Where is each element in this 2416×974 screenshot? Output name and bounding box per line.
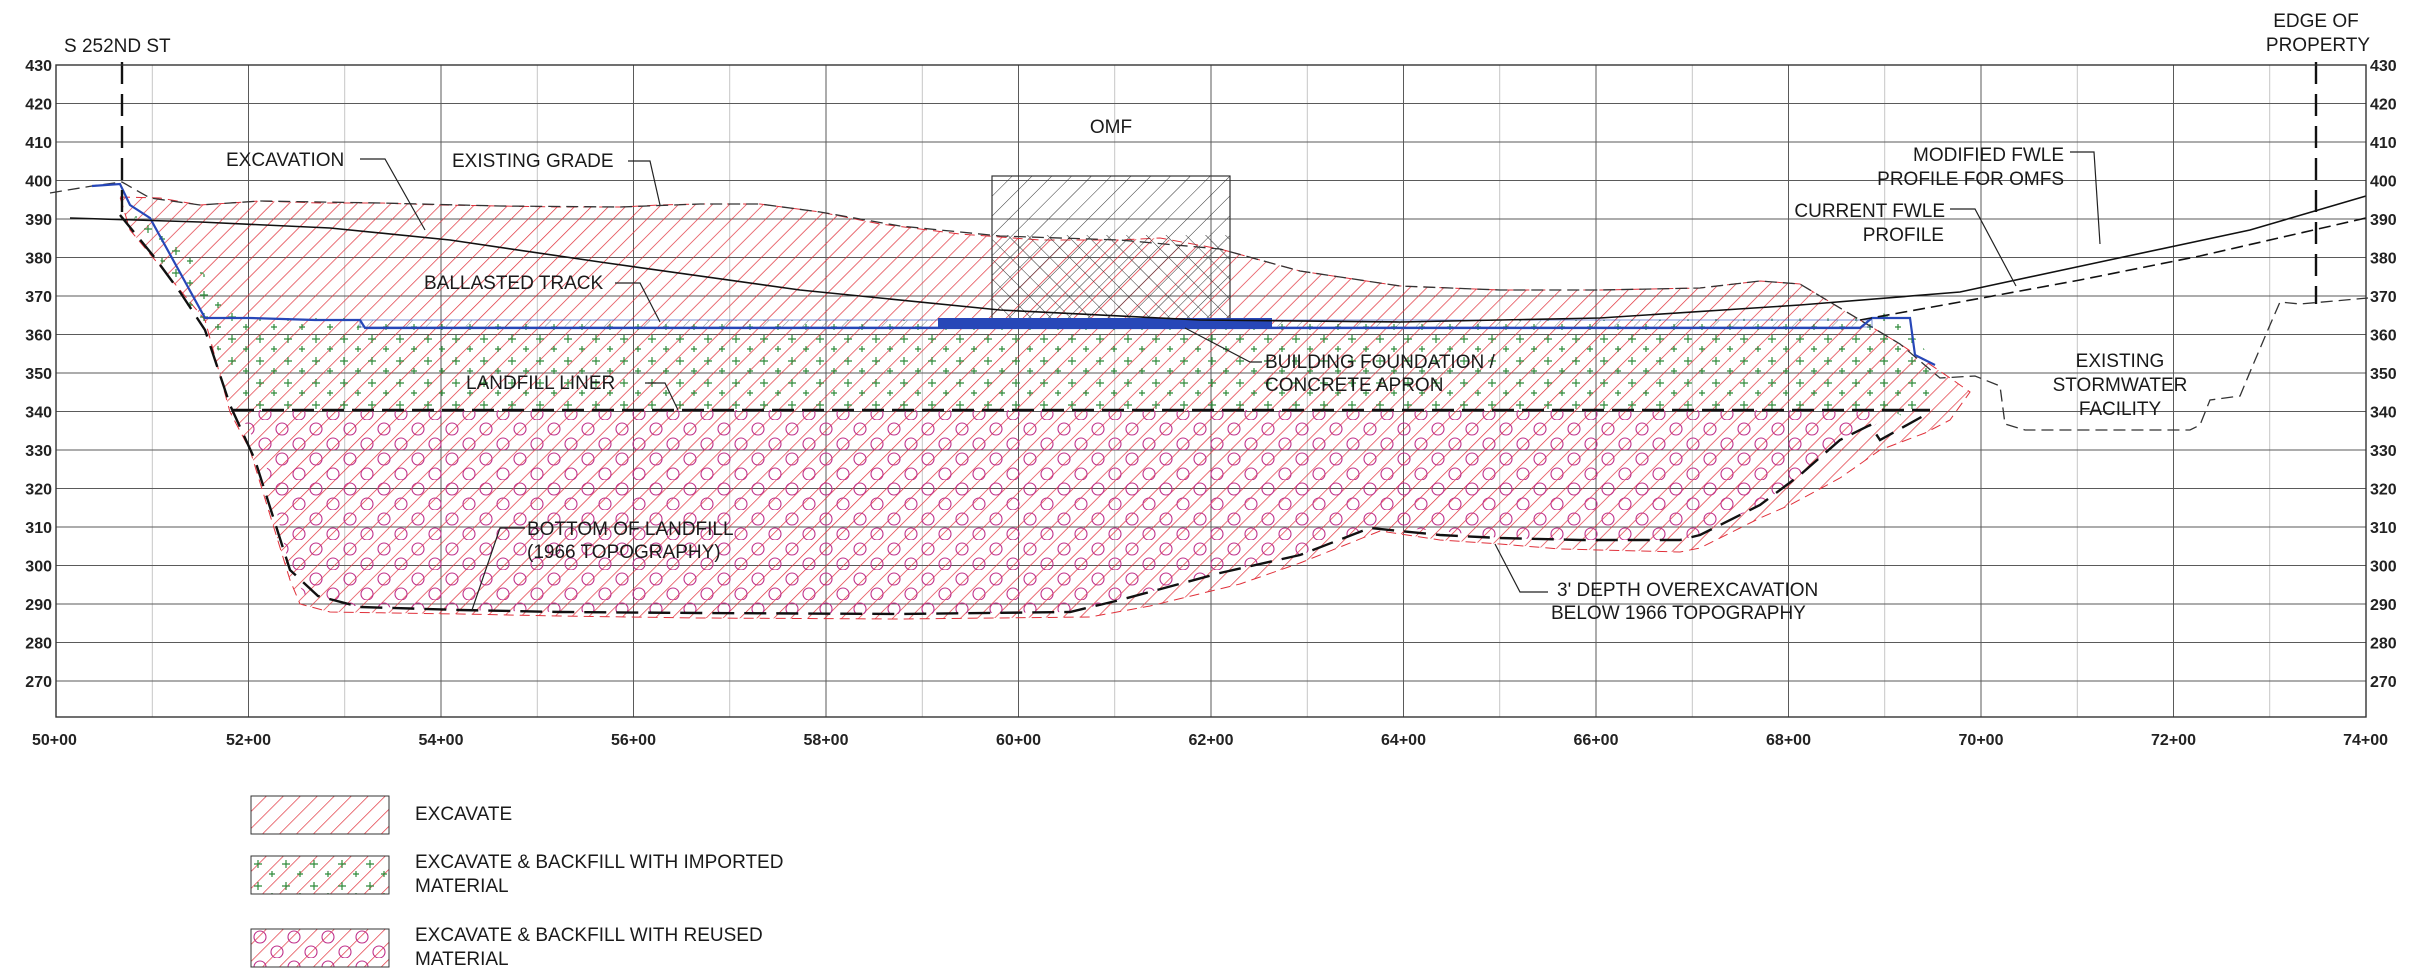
x-tick-label: 54+00 (419, 732, 464, 749)
y-tick-label-left: 360 (25, 328, 52, 345)
y-tick-label-left: 380 (25, 251, 52, 268)
current-fwle-label-1: CURRENT FWLE (1794, 201, 1945, 222)
y-tick-label-right: 300 (2370, 559, 2397, 576)
legend-swatch-imported (250, 855, 390, 895)
y-tick-label-left: 400 (25, 174, 52, 191)
y-tick-label-left: 320 (25, 482, 52, 499)
y-tick-label-left: 410 (25, 135, 52, 152)
x-tick-label: 58+00 (804, 732, 849, 749)
y-tick-label-left: 370 (25, 289, 52, 306)
y-tick-label-right: 380 (2370, 251, 2397, 268)
x-tick-label: 68+00 (1766, 732, 1811, 749)
imported-backfill-zone (132, 208, 1935, 420)
building-foundation-label-1: BUILDING FOUNDATION / (1265, 352, 1495, 373)
edge-of-property-label-1: EDGE OF (2273, 11, 2359, 32)
x-tick-label: 56+00 (611, 732, 656, 749)
y-tick-label-left: 310 (25, 520, 52, 537)
omf-building-cross (992, 235, 1230, 322)
y-tick-label-right: 360 (2370, 328, 2397, 345)
y-tick-label-left: 290 (25, 597, 52, 614)
x-tick-label: 74+00 (2343, 732, 2388, 749)
landfill-liner-label: LANDFILL LINER (466, 373, 615, 394)
x-axis: 50+00 52+00 54+00 56+00 58+00 60+00 62+00 64+00… (32, 732, 2388, 749)
street-label: S 252ND ST (64, 36, 171, 57)
bottom-of-landfill-label-2: (1966 TOPOGRAPHY) (527, 542, 721, 563)
y-tick-label-left: 340 (25, 405, 52, 422)
y-tick-label-right: 270 (2370, 674, 2397, 691)
y-tick-label-left: 350 (25, 366, 52, 383)
y-tick-label-left: 390 (25, 212, 52, 229)
y-tick-label-right: 370 (2370, 289, 2397, 306)
x-tick-label: 64+00 (1381, 732, 1426, 749)
existing-grade-line (49, 181, 2369, 431)
legend-swatch-reused (250, 928, 390, 968)
ballasted-track-line (91, 182, 1936, 366)
y-tick-label-right: 410 (2370, 135, 2397, 152)
stormwater-label-3: FACILITY (2079, 399, 2162, 420)
overexcavation-label-1: 3' DEPTH OVEREXCAVATION (1557, 580, 1818, 601)
y-tick-label-right: 350 (2370, 366, 2397, 383)
y-tick-label-right: 320 (2370, 482, 2397, 499)
building-foundation (938, 318, 1272, 328)
building-foundation-label-2: CONCRETE APRON (1265, 375, 1443, 396)
y-tick-label-right: 310 (2370, 520, 2397, 537)
stormwater-label-1: EXISTING (2076, 351, 2165, 372)
modified-fwle-profile-line (1859, 217, 2367, 321)
current-fwle-label-2: PROFILE (1863, 225, 1944, 246)
x-tick-label: 66+00 (1574, 732, 1619, 749)
legend-label-reused: EXCAVATE & BACKFILL WITH REUSED MATERIAL (415, 925, 763, 970)
modified-fwle-label-2: PROFILE FOR OMFS (1877, 169, 2064, 190)
y-tick-label-right: 400 (2370, 174, 2397, 191)
y-tick-label-right: 430 (2370, 58, 2397, 75)
y-axis-left: 430 420 410 400 390 380 370 360 350 340 330 320 310 3… (25, 58, 52, 691)
ballasted-track-label: BALLASTED TRACK (424, 273, 603, 294)
x-tick-label: 52+00 (226, 732, 271, 749)
y-tick-label-right: 280 (2370, 636, 2397, 653)
y-tick-label-left: 330 (25, 443, 52, 460)
legend-swatch-excavate (250, 795, 390, 835)
leader-lines (360, 151, 2101, 611)
x-tick-label: 60+00 (996, 732, 1041, 749)
bottom-of-landfill-line (119, 214, 1926, 616)
x-tick-label: 62+00 (1189, 732, 1234, 749)
y-tick-label-right: 290 (2370, 597, 2397, 614)
omf-label: OMF (1090, 117, 1132, 138)
y-tick-label-right: 340 (2370, 405, 2397, 422)
x-tick-label: 70+00 (1959, 732, 2004, 749)
y-tick-label-right: 390 (2370, 212, 2397, 229)
bottom-of-landfill-label-1: BOTTOM OF LANDFILL (527, 519, 734, 540)
current-fwle-profile-line (69, 195, 2367, 323)
y-tick-label-left: 430 (25, 58, 52, 75)
x-tick-label: 72+00 (2151, 732, 2196, 749)
x-tick-label: 50+00 (32, 732, 77, 749)
y-tick-label-left: 300 (25, 559, 52, 576)
legend-label-imported: EXCAVATE & BACKFILL WITH IMPORTED MATERI… (415, 852, 784, 897)
plot-frame (55, 64, 2367, 718)
y-tick-label-left: 280 (25, 636, 52, 653)
y-tick-label-left: 270 (25, 674, 52, 691)
legend-label-excavate: EXCAVATE (415, 804, 513, 825)
excavation-label: EXCAVATION (226, 150, 344, 171)
modified-fwle-label-1: MODIFIED FWLE (1913, 145, 2064, 166)
existing-grade-label: EXISTING GRADE (452, 151, 614, 172)
y-tick-label-left: 420 (25, 97, 52, 114)
y-axis-right: 430 420 410 400 390 380 370 360 350 340 330 320 310 3… (2370, 58, 2397, 691)
edge-of-property-label-2: PROPERTY (2266, 35, 2371, 56)
reused-backfill-zone (238, 410, 1890, 614)
y-tick-label-right: 330 (2370, 443, 2397, 460)
y-tick-label-right: 420 (2370, 97, 2397, 114)
stormwater-label-2: STORMWATER (2053, 375, 2188, 396)
overexcavation-label-2: BELOW 1966 TOPOGRAPHY (1551, 603, 1806, 624)
